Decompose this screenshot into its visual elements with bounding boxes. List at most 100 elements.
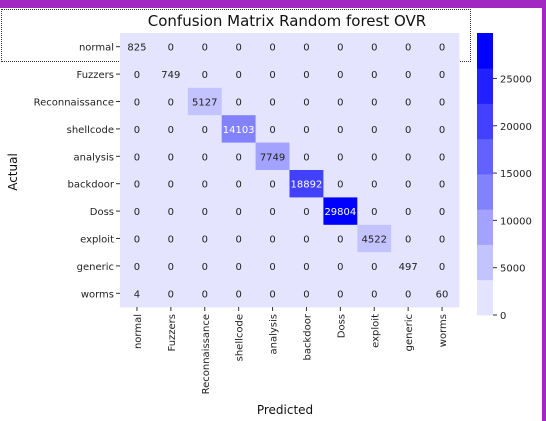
cell-value-label: 0 <box>269 43 275 54</box>
heatmap-cell <box>187 142 223 171</box>
heatmap-cell <box>120 142 155 171</box>
column-label: Reconnaissance <box>201 314 212 394</box>
cell-value-label: 0 <box>405 152 411 163</box>
heatmap-cell <box>289 197 324 226</box>
heatmap-cell <box>187 279 223 308</box>
cell-value-label: 0 <box>168 43 174 54</box>
heatmap-cell <box>391 142 426 171</box>
heatmap-cell <box>323 170 358 198</box>
cell-value-label: 0 <box>235 70 241 81</box>
heatmap-cell <box>255 115 290 143</box>
cell-value-label: 0 <box>439 152 445 163</box>
cell-value-label: 0 <box>405 235 411 246</box>
heatmap-cell <box>120 170 155 198</box>
cell-value-label: 0 <box>337 70 343 81</box>
heatmap-cell <box>120 87 155 116</box>
cell-value-label: 0 <box>337 235 343 246</box>
row-label: exploit <box>80 235 114 246</box>
cell-value-label: 0 <box>439 207 445 218</box>
heatmap-cell <box>357 279 392 308</box>
heatmap-cell <box>323 197 358 226</box>
heatmap-cell <box>221 115 256 143</box>
heatmap-cell <box>221 170 256 198</box>
cell-value-label: 0 <box>337 152 343 163</box>
heatmap-cell <box>289 279 324 308</box>
cell-value-label: 0 <box>235 262 241 273</box>
heatmap-cell <box>120 197 155 226</box>
window-top-bar <box>0 0 546 8</box>
heatmap-cell <box>323 60 358 89</box>
colorbar-tick-label: 25000 <box>500 74 532 85</box>
heatmap-cell <box>391 87 426 116</box>
cell-value-label: 4522 <box>362 235 387 246</box>
heatmap-cell <box>120 279 155 308</box>
scrollbar[interactable] <box>542 8 546 421</box>
cell-value-label: 0 <box>337 180 343 191</box>
heatmap-cell <box>187 252 223 280</box>
heatmap-cell <box>391 33 426 61</box>
heatmap-cell <box>289 170 324 198</box>
heatmap-cell <box>120 224 155 253</box>
cell-value-label: 0 <box>303 262 309 273</box>
heatmap-cell <box>425 197 460 226</box>
cell-value-label: 0 <box>371 180 377 191</box>
heatmap-cell <box>221 197 256 226</box>
heatmap-cell <box>391 224 426 253</box>
cell-value-label: 0 <box>269 70 275 81</box>
cell-value-label: 0 <box>303 289 309 300</box>
column-label: Doss <box>336 314 347 338</box>
cell-value-label: 0 <box>439 180 445 191</box>
heatmap-cell <box>187 87 223 116</box>
heatmap-cell <box>153 60 189 89</box>
cell-value-label: 0 <box>371 125 377 136</box>
cell-value-label: 0 <box>269 262 275 273</box>
heatmap-cell <box>391 197 426 226</box>
row-label: worms <box>81 289 114 300</box>
heatmap-cell <box>255 224 290 253</box>
heatmap-cell <box>187 33 223 61</box>
cell-value-label: 0 <box>168 289 174 300</box>
heatmap-cell <box>153 87 189 116</box>
cell-value-label: 0 <box>168 207 174 218</box>
heatmap-cell <box>255 170 290 198</box>
heatmap-cell <box>255 197 290 226</box>
heatmap-cell <box>425 170 460 198</box>
cell-value-label: 0 <box>337 98 343 109</box>
cell-value-label: 0 <box>235 207 241 218</box>
cell-value-label: 749 <box>161 70 180 81</box>
heatmap-cell <box>289 87 324 116</box>
heatmap-cell <box>120 33 155 61</box>
cell-value-label: 0 <box>439 235 445 246</box>
colorbar-segment <box>477 174 493 210</box>
column-label: normal <box>133 314 144 349</box>
cell-value-label: 0 <box>202 70 208 81</box>
heatmap-cell <box>289 33 324 61</box>
heatmap-cell <box>153 115 189 143</box>
heatmap-cell <box>221 87 256 116</box>
heatmap-cell <box>323 142 358 171</box>
cell-value-label: 0 <box>168 262 174 273</box>
heatmap-cell <box>323 279 358 308</box>
colorbar-segment <box>477 244 493 281</box>
colorbar-segment <box>477 68 493 104</box>
cell-value-label: 0 <box>202 262 208 273</box>
column-label: generic <box>404 314 415 351</box>
cell-value-label: 0 <box>405 289 411 300</box>
cell-value-label: 0 <box>202 289 208 300</box>
cell-value-label: 5127 <box>192 98 217 109</box>
colorbar-segment <box>477 279 493 316</box>
cell-value-label: 0 <box>235 43 241 54</box>
cell-value-label: 0 <box>371 98 377 109</box>
cell-value-label: 0 <box>134 70 140 81</box>
chart-title: Confusion Matrix Random forest OVR <box>148 12 426 30</box>
cell-value-label: 0 <box>134 125 140 136</box>
heatmap-cell <box>221 279 256 308</box>
cell-value-label: 0 <box>439 43 445 54</box>
heatmap-cell <box>187 60 223 89</box>
colorbar-tick-label: 0 <box>500 311 506 322</box>
heatmap-cell <box>357 224 392 253</box>
cell-value-label: 0 <box>168 98 174 109</box>
cell-value-label: 29804 <box>324 207 356 218</box>
heatmap-cell <box>255 142 290 171</box>
